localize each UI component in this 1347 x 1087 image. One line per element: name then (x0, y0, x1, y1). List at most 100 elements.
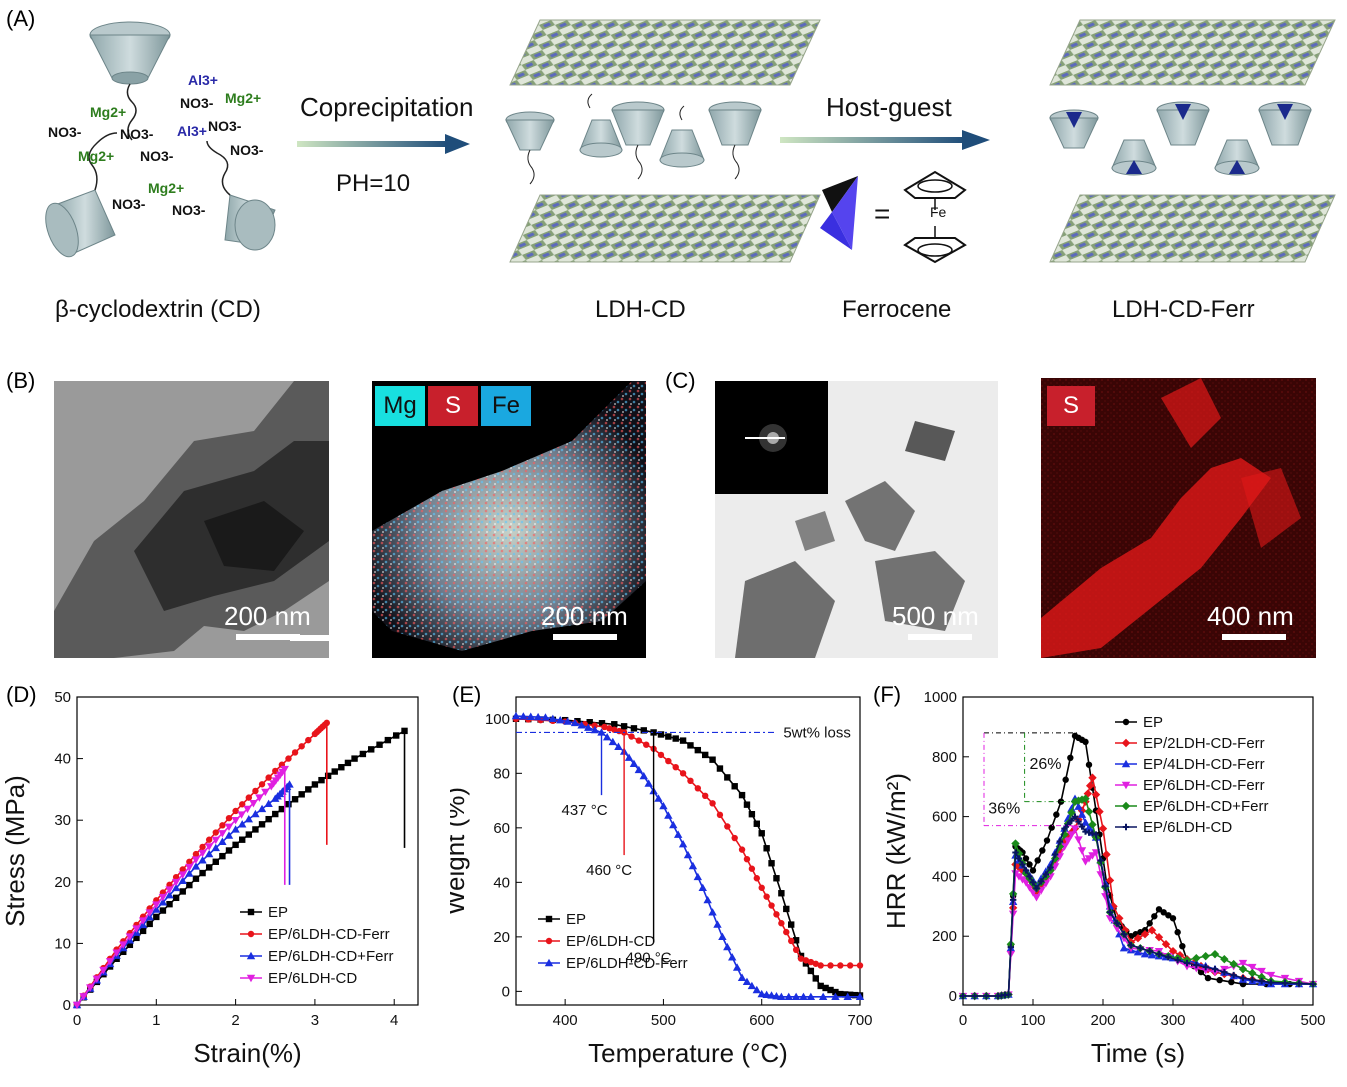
data-point (1295, 980, 1303, 987)
data-point (1009, 896, 1017, 904)
data-point (1230, 971, 1237, 979)
legend-marker (1121, 781, 1131, 790)
data-point (716, 811, 724, 819)
data-point (679, 737, 687, 744)
data-point (1238, 959, 1248, 968)
data-point (1047, 864, 1054, 871)
data-point (1085, 761, 1093, 768)
data-point (812, 960, 819, 967)
data-point (99, 966, 108, 975)
ion-no3-7: NO3- (112, 196, 146, 212)
data-point (767, 991, 776, 999)
data-point (818, 992, 828, 1001)
data-point (724, 823, 731, 830)
data-point (1074, 836, 1083, 844)
data-point (1051, 851, 1059, 858)
panel-f-letter: (F) (873, 682, 902, 707)
data-point (1042, 871, 1050, 878)
data-point (1056, 838, 1064, 845)
legend-label: EP/6LDH-CD (1143, 819, 1232, 836)
data-point (629, 759, 639, 767)
legend-label: EP (1143, 714, 1163, 731)
data-point (264, 799, 273, 807)
y-tick-label: 0 (63, 997, 71, 1014)
data-point (232, 807, 239, 815)
data-point (1068, 817, 1075, 824)
chart-f-hrr: 0 100 200 300 400 500 0 200 400 600 800 1000 Time (s… (881, 689, 1326, 1068)
data-point (1095, 807, 1104, 816)
cd-cone-bottom-right (206, 140, 276, 251)
data-point (762, 990, 771, 998)
data-point (261, 788, 270, 797)
data-point (1238, 964, 1248, 974)
x-tick-label: 600 (749, 1012, 774, 1029)
data-point (694, 746, 702, 754)
data-point (792, 946, 800, 954)
data-point (731, 834, 738, 842)
data-point (1102, 883, 1109, 890)
data-point (204, 843, 214, 851)
data-point (1120, 931, 1128, 938)
data-point (832, 988, 839, 996)
data-point (105, 958, 115, 966)
data-point (783, 905, 790, 913)
data-point (1202, 963, 1209, 971)
y-tick-label: 40 (493, 874, 510, 891)
data-point (245, 794, 253, 801)
data-point (737, 973, 747, 981)
legend-label: EP/6LDH-CD-Ferr (1143, 777, 1265, 794)
data-point (219, 852, 226, 860)
x-tick-label: 3 (311, 1012, 319, 1029)
y-tick-label: 1000 (924, 689, 957, 706)
legend-marker (246, 974, 256, 983)
data-point (772, 991, 781, 1000)
ion-no3-5: NO3- (140, 148, 174, 164)
data-point (598, 720, 606, 727)
data-point (639, 771, 648, 780)
series-line (76, 783, 291, 1006)
data-point (1005, 991, 1012, 998)
data-point (687, 777, 694, 785)
label-cyclodextrin: β-cyclodextrin (CD) (55, 296, 261, 323)
legend-label: EP/6LDH-CD+Ferr (1143, 798, 1268, 815)
data-point (298, 791, 305, 798)
x-tick-label: 4 (390, 1012, 398, 1029)
data-point (1201, 966, 1210, 975)
host-guest-arrow (780, 137, 965, 143)
y-tick-label: 20 (493, 929, 510, 946)
x-axis-label: Time (s) (1091, 1038, 1185, 1068)
ion-no3-3: NO3- (120, 126, 154, 142)
ion-al-1: Al3+ (188, 72, 218, 88)
data-point (179, 888, 186, 895)
data-point (650, 729, 657, 736)
data-point (126, 941, 134, 949)
data-point (265, 815, 272, 823)
y-tick-label: 30 (54, 812, 71, 829)
data-point (669, 820, 678, 829)
ion-mg-2: Mg2+ (225, 90, 262, 106)
data-point (797, 955, 805, 962)
x-tick-label: 400 (553, 1012, 578, 1029)
panel-c-letter: (C) (665, 368, 696, 393)
data-point (376, 741, 383, 748)
data-point (758, 830, 765, 837)
data-point (178, 871, 187, 879)
data-point (777, 992, 786, 1001)
data-point (146, 920, 153, 928)
chart-e-tga: 400 500 600 700 0 20 40 60 80 100 Temperature (°C)… (450, 696, 873, 1068)
data-point (693, 872, 703, 881)
data-point (748, 811, 756, 818)
data-point (846, 991, 854, 998)
data-point (112, 949, 121, 957)
data-point (635, 737, 643, 744)
coprecipitation-label: Coprecipitation (300, 92, 474, 122)
data-point (812, 975, 819, 982)
data-point (1137, 944, 1144, 952)
data-point (742, 977, 752, 986)
data-point (748, 865, 756, 872)
host-guest-label: Host-guest (826, 92, 952, 122)
y-tick-label: 400 (932, 868, 957, 885)
data-point (1201, 951, 1210, 961)
data-point (278, 805, 286, 813)
data-point (570, 718, 580, 727)
